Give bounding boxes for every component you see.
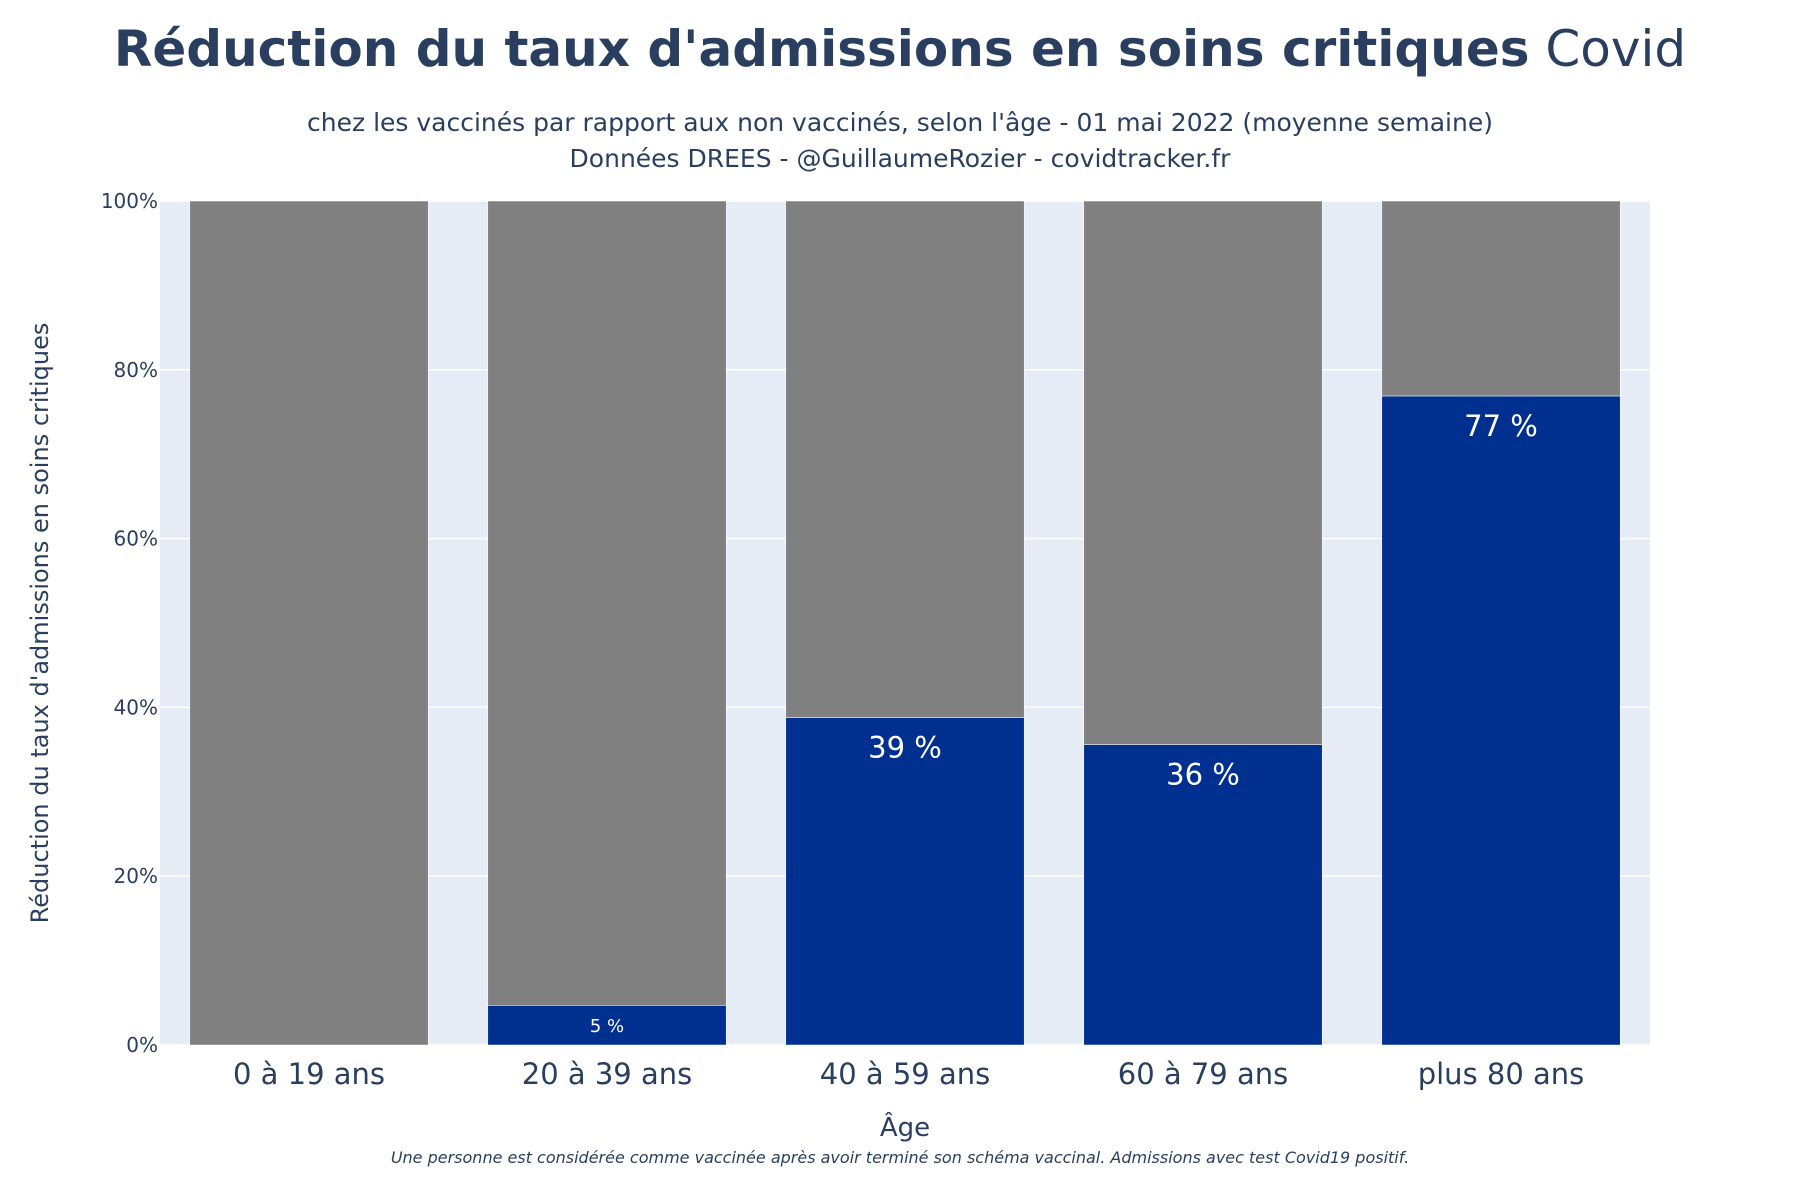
x-tick-label: 0 à 19 ans: [233, 1057, 385, 1091]
chart-subtitle-line2: Données DREES - @GuillaumeRozier - covid…: [569, 144, 1231, 173]
bar-reduction: [1083, 744, 1323, 1046]
bar-data-label: 5 %: [590, 1016, 624, 1037]
y-tick-label: 100%: [101, 189, 158, 213]
y-axis-title: Réduction du taux d'admissions en soins …: [26, 323, 54, 924]
y-tick-label: 0%: [126, 1033, 158, 1057]
y-tick-label: 80%: [114, 358, 158, 382]
bar-data-label: 77 %: [1464, 409, 1538, 443]
x-tick-label: 40 à 59 ans: [820, 1057, 991, 1091]
x-axis-title: Âge: [880, 1111, 930, 1143]
y-tick-label: 20%: [114, 864, 158, 888]
bar-remaining: [487, 200, 727, 1006]
chart-title-light: Covid: [1545, 20, 1687, 78]
bars: 5 % 39 % 36 % 77 %: [189, 200, 1621, 1046]
x-axis-ticks: 0 à 19 ans 20 à 39 ans 40 à 59 ans 60 à 79 …: [233, 1057, 1584, 1091]
y-tick-label: 40%: [114, 695, 158, 719]
chart-subtitle-line1: chez les vaccinés par rapport aux non va…: [307, 108, 1493, 137]
bar-reduction: [1381, 395, 1621, 1046]
bar-reduction: [785, 717, 1025, 1046]
bar-remaining: [189, 200, 429, 1046]
chart-title-bold: Réduction du taux d'admissions en soins …: [113, 20, 1530, 78]
bar-reduction: [487, 1005, 727, 1046]
bar-remaining: [1083, 200, 1323, 745]
bar-remaining: [785, 200, 1025, 718]
x-tick-label: 20 à 39 ans: [522, 1057, 693, 1091]
chart-title: Réduction du taux d'admissions en soins …: [0, 20, 1800, 78]
bar-data-label: 39 %: [868, 731, 942, 765]
bar-remaining: [1381, 200, 1621, 397]
x-tick-label: plus 80 ans: [1418, 1057, 1585, 1091]
y-tick-label: 60%: [114, 527, 158, 551]
footnote: Une personne est considérée comme vaccin…: [390, 1148, 1410, 1167]
y-axis-ticks: 0% 20% 40% 60% 80% 100%: [101, 189, 158, 1057]
x-tick-label: 60 à 79 ans: [1118, 1057, 1289, 1091]
bar-data-label: 36 %: [1166, 758, 1240, 792]
